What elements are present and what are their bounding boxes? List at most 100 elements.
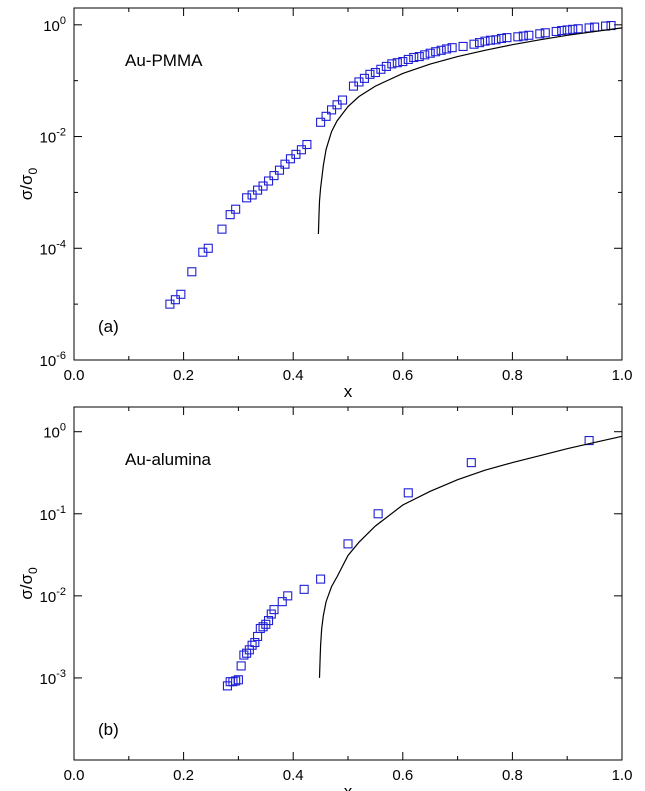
y-axis-label: σ/σ0 (17, 167, 40, 200)
data-point (269, 605, 279, 615)
x-tick-label: 0.4 (283, 767, 304, 784)
data-point (535, 29, 545, 39)
data-point (480, 36, 490, 46)
sample-annotation: Au-alumina (125, 450, 212, 469)
data-point (409, 52, 419, 63)
data-point (250, 637, 260, 648)
fit-curve (318, 435, 623, 678)
panel-label: (b) (98, 720, 119, 739)
data-point (551, 26, 561, 37)
data-point (387, 59, 397, 69)
data-point (557, 25, 567, 36)
x-tick-label: 0.8 (502, 367, 523, 384)
data-point (392, 58, 402, 68)
data-point (316, 574, 326, 584)
data-point (291, 149, 301, 159)
data-point (316, 117, 326, 127)
x-tick-label: 0.6 (392, 767, 413, 784)
x-tick-label: 0.2 (173, 767, 194, 784)
data-point (332, 100, 342, 110)
data-point (370, 67, 380, 78)
data-point (403, 54, 413, 64)
data-point (343, 539, 353, 549)
x-tick-label: 1.0 (612, 367, 633, 384)
data-point (242, 193, 252, 203)
data-point (280, 159, 290, 169)
data-point (573, 24, 583, 34)
data-point (247, 640, 257, 650)
data-point (258, 181, 268, 191)
data-point (540, 28, 550, 38)
data-point (236, 661, 246, 671)
x-tick-label: 0.6 (392, 367, 413, 384)
data-point (376, 64, 386, 74)
data-point (242, 648, 252, 658)
y-tick-label: 10-3 (40, 668, 66, 688)
data-point (231, 676, 241, 686)
data-point (321, 111, 331, 121)
y-axis-label: σ/σ0 (17, 567, 40, 600)
data-point (373, 509, 383, 519)
data-point (568, 24, 578, 34)
data-point (239, 650, 249, 660)
data-point (225, 210, 235, 220)
data-point (263, 616, 274, 626)
data-point (398, 57, 408, 67)
panel-label: (a) (98, 317, 119, 336)
data-point (431, 47, 441, 57)
data-point (302, 139, 312, 150)
data-point (170, 295, 180, 305)
data-point (187, 267, 197, 277)
fit-curve (317, 27, 623, 235)
data-point (269, 171, 279, 181)
data-point (327, 105, 337, 115)
x-axis-label: x (344, 382, 353, 401)
data-point (337, 95, 348, 105)
data-point (562, 25, 572, 35)
x-tick-label: 0.2 (173, 367, 194, 384)
y-tick-label: 10-2 (40, 127, 66, 147)
data-point (584, 436, 594, 446)
data-point (524, 30, 534, 40)
y-tick-label: 10-6 (40, 350, 66, 370)
y-tick-label: 10-2 (40, 586, 66, 606)
data-point (263, 176, 274, 186)
y-tick-label: 10-1 (40, 504, 66, 524)
x-tick-label: 0.0 (64, 367, 85, 384)
data-point (447, 43, 457, 53)
data-point (436, 45, 446, 55)
data-point (231, 204, 241, 214)
y-tick-label: 100 (43, 15, 66, 35)
data-point (299, 584, 309, 594)
x-tick-label: 1.0 (612, 767, 633, 784)
panel-a: 0.0 0.2 0.4 0.6 0.8 1.0 10-6 10-4 10-2 100 x σ/σ0 Au… (17, 7, 633, 401)
data-point (485, 35, 496, 45)
data-point (203, 243, 213, 253)
data-point (442, 44, 452, 54)
data-point (496, 33, 506, 44)
panel-b: 0.0 0.2 0.4 0.6 0.8 1.0 10-3 10-2 10-1 100 x σ/σ0 Au… (17, 406, 633, 791)
data-point (228, 677, 238, 687)
data-point (469, 39, 479, 49)
data-point (253, 631, 263, 642)
data-point (274, 165, 285, 175)
y-tick-label: 10-4 (40, 238, 66, 258)
data-point (601, 21, 611, 31)
x-axis-label: x (344, 782, 353, 791)
data-point (176, 289, 186, 299)
data-point (491, 35, 501, 45)
data-point (518, 31, 528, 41)
data-point (403, 488, 413, 498)
data-point (414, 52, 424, 62)
data-point (283, 591, 293, 601)
data-point (233, 675, 243, 685)
data-point (277, 597, 287, 607)
data-point (247, 190, 257, 200)
data-point (420, 50, 430, 60)
data-point (244, 645, 254, 655)
data-point (474, 38, 485, 48)
data-point (425, 48, 435, 58)
y-tick-label: 100 (43, 422, 66, 442)
sample-annotation: Au-PMMA (125, 51, 203, 70)
